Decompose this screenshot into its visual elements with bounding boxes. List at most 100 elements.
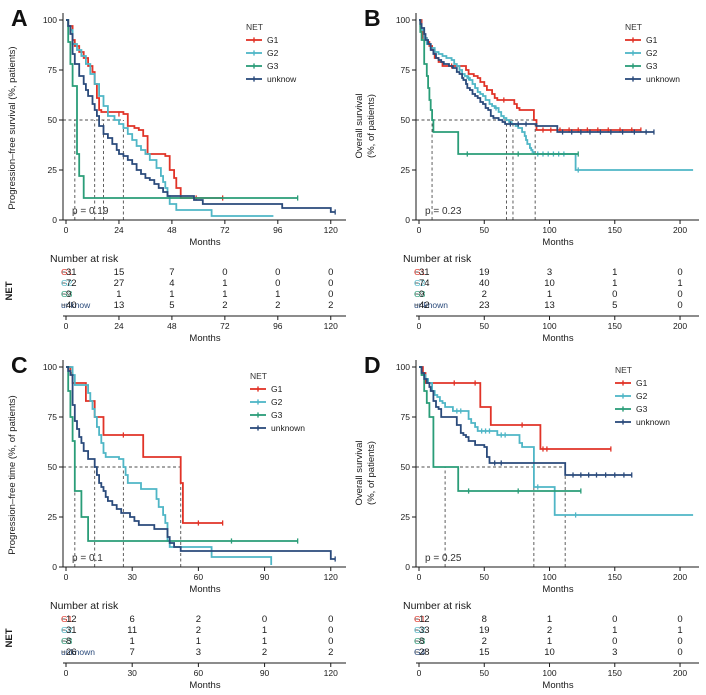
- risk-value: 42: [419, 300, 430, 311]
- risk-x-tick-label: 120: [324, 668, 338, 678]
- risk-value: 1: [612, 267, 617, 278]
- risk-value: 1: [677, 625, 682, 636]
- risk-value: 8: [66, 636, 71, 647]
- risk-row-label: unknow: [61, 300, 91, 310]
- risk-value: 0: [677, 267, 682, 278]
- risk-x-tick-label: 100: [542, 668, 556, 678]
- x-tick-label: 100: [542, 572, 556, 582]
- legend-label: G3: [636, 404, 648, 414]
- series-G2: [419, 19, 694, 173]
- y-tick-label: 50: [401, 462, 411, 472]
- risk-value: 1: [275, 289, 280, 300]
- series-G1-line: [419, 19, 641, 131]
- risk-x-tick-label: 0: [64, 321, 69, 331]
- risk-x-tick-label: 200: [673, 668, 687, 678]
- y-tick-label: 0: [52, 562, 57, 572]
- risk-x-axis-label: Months: [189, 680, 220, 691]
- risk-value: 1: [677, 278, 682, 289]
- x-tick-label: 200: [673, 572, 687, 582]
- risk-x-tick-label: 120: [324, 321, 338, 331]
- risk-x-tick-label: 100: [542, 321, 556, 331]
- legend-title: NET: [625, 22, 642, 32]
- risk-row-label: G1: [414, 614, 426, 624]
- risk-x-tick-label: 50: [480, 668, 490, 678]
- risk-value: 10: [544, 278, 555, 289]
- risk-value: 6: [130, 614, 135, 625]
- risk-value: 27: [114, 278, 125, 289]
- legend-label: unknown: [646, 74, 680, 84]
- x-tick-label: 72: [220, 225, 230, 235]
- series-G3-line: [66, 19, 298, 199]
- risk-value: 0: [262, 614, 267, 625]
- risk-x-tick-label: 60: [194, 668, 204, 678]
- risk-row-label: G3: [61, 289, 73, 299]
- x-axis-label: Months: [542, 584, 573, 595]
- risk-value: 0: [222, 267, 227, 278]
- risk-value: 28: [419, 647, 430, 658]
- p-value-label: p = 0.23: [425, 206, 462, 217]
- risk-value: 0: [328, 614, 333, 625]
- series-G2-line: [419, 19, 694, 171]
- series-G3-line: [419, 366, 581, 492]
- risk-value: 31: [66, 625, 77, 636]
- y-tick-label: 50: [48, 115, 58, 125]
- risk-x-tick-label: 0: [417, 668, 422, 678]
- x-tick-label: 0: [417, 572, 422, 582]
- risk-value: 5: [169, 300, 174, 311]
- x-tick-label: 50: [480, 572, 490, 582]
- legend-label: unknown: [271, 423, 305, 433]
- risk-value: 3: [196, 647, 201, 658]
- risk-value: 2: [328, 300, 333, 311]
- legend-title: NET: [250, 371, 267, 381]
- risk-value: 15: [479, 647, 490, 658]
- series-unknown-line: [419, 19, 654, 133]
- median-dashed-lines: [416, 119, 536, 220]
- risk-value: 1: [612, 625, 617, 636]
- panel-b-overall-survival: B Overall survival (%, of patients) 0 25 50 75…: [353, 0, 706, 347]
- risk-value: 2: [482, 289, 487, 300]
- risk-value: 1: [612, 278, 617, 289]
- risk-value: 1: [262, 636, 267, 647]
- risk-value: 40: [66, 300, 77, 311]
- risk-value: 1: [116, 289, 121, 300]
- risk-value: 1: [196, 636, 201, 647]
- x-tick-label: 90: [260, 572, 270, 582]
- y-tick-label: 0: [52, 215, 57, 225]
- risk-value: 0: [328, 289, 333, 300]
- risk-value: 74: [419, 278, 430, 289]
- risk-value: 2: [196, 614, 201, 625]
- series-unknown: [66, 366, 336, 562]
- risk-x-axis-label: Months: [542, 333, 573, 344]
- risk-table-title: Number at risk: [50, 253, 119, 265]
- risk-x-tick-label: 50: [480, 321, 490, 331]
- y-axis-label: Progression–free survival (%, patients): [7, 46, 18, 209]
- risk-value: 0: [328, 278, 333, 289]
- panel-d-overall-survival: D Overall survival (%, of patients) 0 25 50 75…: [353, 347, 706, 695]
- risk-value: 3: [612, 647, 617, 658]
- series-unknown-line: [419, 366, 632, 476]
- y-tick-label: 75: [48, 65, 58, 75]
- x-tick-label: 50: [480, 225, 490, 235]
- p-value-label: p = 0.19: [72, 206, 109, 217]
- legend-title: NET: [246, 22, 263, 32]
- risk-row-label: unknown: [414, 300, 448, 310]
- risk-value: 0: [677, 614, 682, 625]
- risk-row-label: G1: [414, 267, 426, 277]
- risk-value: 2: [222, 300, 227, 311]
- series-G3: [66, 366, 299, 544]
- legend-label: G2: [636, 391, 648, 401]
- risk-x-tick-label: 96: [273, 321, 283, 331]
- risk-value: 13: [114, 300, 125, 311]
- x-tick-label: 0: [417, 225, 422, 235]
- risk-value: 12: [419, 614, 430, 625]
- risk-row-label: G1: [61, 614, 73, 624]
- risk-value: 26: [66, 647, 77, 658]
- y-tick-label: 100: [43, 15, 57, 25]
- risk-value: 2: [482, 636, 487, 647]
- risk-x-tick-label: 0: [417, 321, 422, 331]
- series-G2-line: [66, 366, 273, 565]
- series-G2: [419, 366, 694, 518]
- risk-value: 2: [547, 625, 552, 636]
